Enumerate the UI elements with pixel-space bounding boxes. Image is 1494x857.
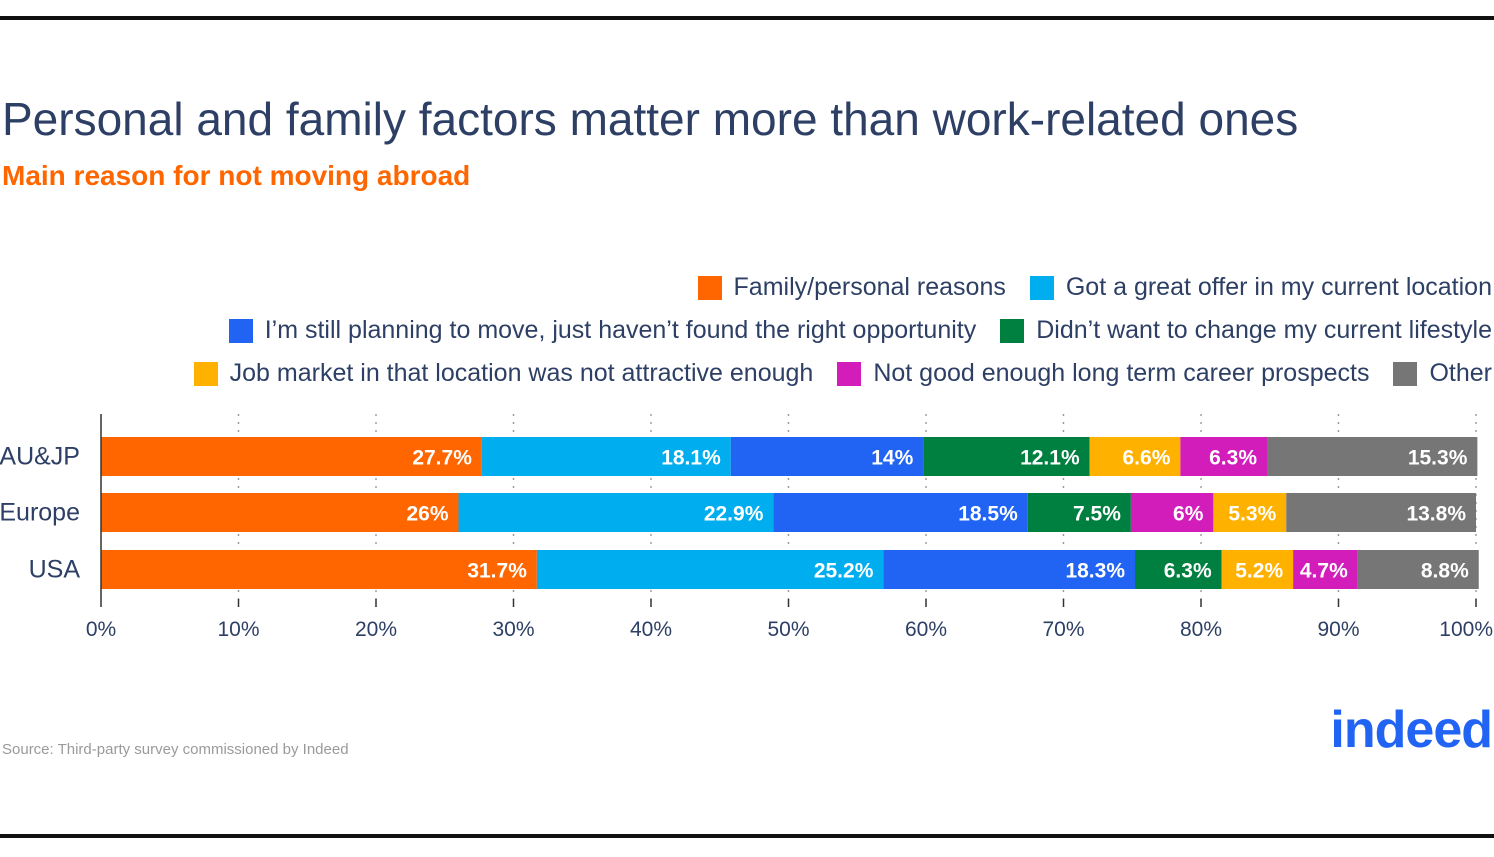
bar-segment <box>1135 550 1222 589</box>
legend-swatch <box>1393 361 1418 386</box>
data-label: 27.7% <box>412 447 472 470</box>
bar-segment <box>1286 493 1476 532</box>
data-label: 26% <box>406 503 448 526</box>
x-tick-label: 60% <box>905 618 947 641</box>
legend-item: Didn’t want to change my current lifesty… <box>1000 316 1492 345</box>
chart-subtitle: Main reason for not moving abroad <box>2 160 471 191</box>
data-label: 12.1% <box>1020 447 1080 470</box>
data-label: 31.7% <box>467 560 527 583</box>
legend-label: Got a great offer in my current location <box>1065 273 1492 301</box>
data-label: 4.7% <box>1300 560 1348 583</box>
bar-segment <box>1027 493 1131 532</box>
chart-title: Personal and family factors matter more … <box>2 93 1299 145</box>
data-label: 8.8% <box>1421 560 1469 583</box>
bar-segment <box>773 493 1028 532</box>
data-label: 6% <box>1173 503 1204 526</box>
legend-swatch <box>837 361 862 386</box>
bar-segment <box>1357 550 1479 589</box>
bar-segment <box>1180 437 1267 476</box>
x-tick-label: 10% <box>217 618 259 641</box>
data-label: 6.6% <box>1123 447 1171 470</box>
bar-segment <box>458 493 774 532</box>
source-note: Source: Third-party survey commissioned … <box>2 741 349 758</box>
legend: Family/personal reasons Got a great offer… <box>12 266 1492 395</box>
legend-swatch <box>697 275 722 300</box>
data-label: 18.5% <box>958 503 1018 526</box>
legend-row: I’m still planning to move, just haven’t… <box>12 309 1492 352</box>
bar-segment <box>101 550 537 589</box>
data-label: 13.8% <box>1406 503 1466 526</box>
legend-label: Not good enough long term career prospec… <box>873 359 1370 387</box>
legend-row: Job market in that location was not attr… <box>12 352 1492 395</box>
data-label: 18.1% <box>661 447 721 470</box>
bottom-rule <box>0 834 1494 838</box>
bar-segment <box>1293 550 1358 589</box>
x-tick-label: 50% <box>767 618 809 641</box>
legend-label: Family/personal reasons <box>733 273 1006 301</box>
bar-segment <box>1089 437 1181 476</box>
y-category-label: Europe <box>0 499 80 527</box>
legend-item: I’m still planning to move, just haven’t… <box>228 316 977 345</box>
legend-swatch <box>228 318 253 343</box>
bar-segment <box>1213 493 1287 532</box>
legend-label: Job market in that location was not attr… <box>229 359 814 387</box>
data-label: 18.3% <box>1065 560 1125 583</box>
legend-item: Job market in that location was not attr… <box>193 359 814 388</box>
data-label: 14% <box>871 447 913 470</box>
x-tick-label: 80% <box>1180 618 1222 641</box>
bar-segment <box>883 550 1135 589</box>
indeed-logo: indeed <box>1330 701 1493 759</box>
legend-item: Family/personal reasons <box>697 273 1006 302</box>
legend-item: Other <box>1393 359 1492 388</box>
legend-item: Got a great offer in my current location <box>1029 273 1492 302</box>
bar-segment <box>101 437 482 476</box>
bar-segment <box>1130 493 1214 532</box>
bar-segment <box>536 550 884 589</box>
legend-swatch <box>1000 318 1025 343</box>
x-tick-label: 0% <box>86 618 116 641</box>
legend-label: I’m still planning to move, just haven’t… <box>264 316 977 344</box>
bar-segment <box>1267 437 1478 476</box>
x-tick-label: 40% <box>630 618 672 641</box>
top-rule <box>0 16 1494 20</box>
legend-label: Didn’t want to change my current lifesty… <box>1036 316 1492 344</box>
legend-row: Family/personal reasons Got a great offer… <box>12 266 1492 309</box>
data-label: 7.5% <box>1073 503 1121 526</box>
bar-segment <box>481 437 731 476</box>
legend-swatch <box>193 361 218 386</box>
data-label: 22.9% <box>704 503 764 526</box>
legend-item: Not good enough long term career prospec… <box>837 359 1369 388</box>
y-category-label: USA <box>29 556 81 584</box>
x-tick-label: 100% <box>1439 618 1493 641</box>
data-label: 6.3% <box>1209 447 1257 470</box>
bar-segment <box>923 437 1090 476</box>
bar-segment <box>730 437 924 476</box>
x-tick-label: 70% <box>1042 618 1084 641</box>
legend-swatch <box>1029 275 1054 300</box>
data-label: 6.3% <box>1164 560 1212 583</box>
legend-label: Other <box>1429 359 1492 387</box>
x-tick-label: 30% <box>492 618 534 641</box>
x-tick-label: 20% <box>355 618 397 641</box>
data-label: 25.2% <box>814 560 874 583</box>
data-label: 15.3% <box>1408 447 1468 470</box>
x-tick-label: 90% <box>1317 618 1359 641</box>
bar-segment <box>1221 550 1294 589</box>
y-category-label: AU&JP <box>0 443 80 471</box>
data-label: 5.2% <box>1235 560 1283 583</box>
data-label: 5.3% <box>1228 503 1276 526</box>
bar-segment <box>101 493 459 532</box>
stacked-bar-chart: 0% 10% 20% 30% 40% 50% 60% 70% 80% 90% 100% AU&JP 27… <box>0 414 1493 641</box>
